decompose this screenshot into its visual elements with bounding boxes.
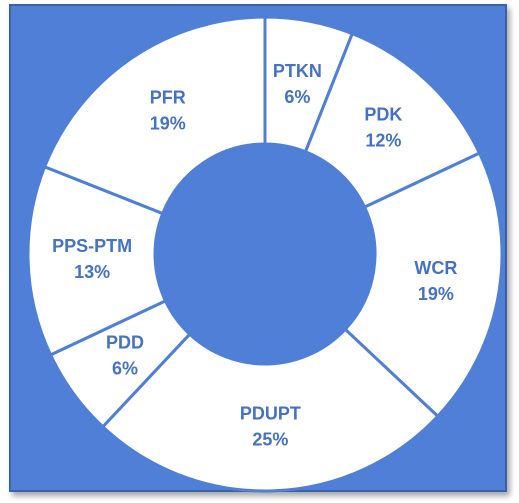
value-label: 13% [74, 262, 110, 282]
segment-label: PDD [106, 332, 144, 352]
donut-segment [343, 151, 504, 419]
donut-segment [26, 164, 168, 357]
segment-label: PDK [364, 105, 402, 125]
value-label: 12% [365, 131, 401, 151]
donut-segment [42, 15, 267, 216]
donut-segment [100, 327, 440, 493]
segment-label: WCR [414, 258, 457, 278]
segment-label: PFR [150, 88, 186, 108]
segment-label: PPS-PTM [52, 236, 132, 256]
segment-label: PDUPT [240, 404, 301, 424]
value-label: 6% [112, 358, 138, 378]
segment-label: PTKN [273, 61, 322, 81]
value-label: 6% [284, 87, 310, 107]
value-label: 19% [418, 284, 454, 304]
value-label: 25% [252, 430, 288, 450]
value-label: 19% [150, 114, 186, 134]
